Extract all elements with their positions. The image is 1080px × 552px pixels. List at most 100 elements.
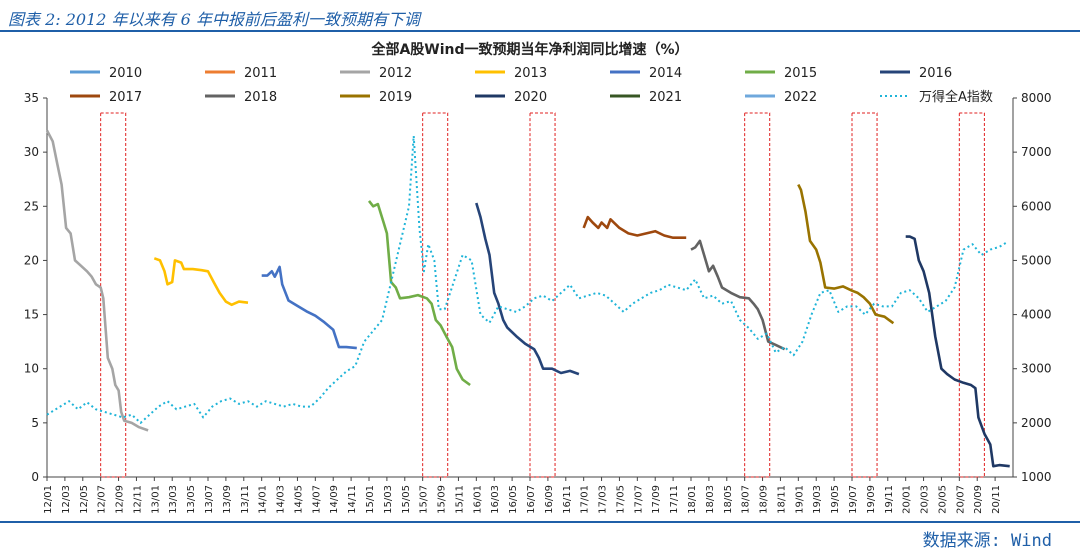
y2-tick-label: 5000 — [1021, 253, 1052, 267]
series-line-2013 — [153, 257, 249, 307]
legend-label: 2017 — [109, 90, 142, 105]
x-tick-label: 18/09 — [759, 485, 770, 514]
x-tick-label: 20/07 — [955, 485, 966, 514]
figure-caption: 图表 2: 2012 年以来有 6 年中报前后盈利一致预期有下调 — [8, 10, 420, 29]
x-tick-label: 13/07 — [204, 485, 215, 514]
x-tick-label: 18/03 — [705, 485, 716, 514]
x-tick-label: 15/05 — [401, 485, 412, 514]
x-tick-label: 12/01 — [43, 485, 54, 514]
y-tick-label: 0 — [31, 470, 39, 484]
x-tick-label: 16/05 — [508, 485, 519, 514]
x-tick-label: 20/11 — [991, 485, 1002, 514]
x-tick-label: 14/01 — [258, 485, 269, 514]
highlight-period-box — [744, 112, 771, 478]
legend-label: 2014 — [649, 66, 682, 81]
highlight-period-box — [529, 112, 556, 478]
x-tick-label: 20/09 — [973, 485, 984, 514]
x-tick-label: 17/05 — [615, 485, 626, 514]
x-tick-label: 18/05 — [723, 485, 734, 514]
legend-label: 2020 — [514, 90, 547, 105]
legend-label: 2010 — [109, 66, 142, 81]
series-line-2012 — [45, 129, 149, 432]
legend-label: 2021 — [649, 90, 682, 105]
series-line-2020 — [905, 235, 1010, 468]
legend-item: 2018 — [205, 90, 277, 105]
highlight-period-box — [100, 112, 127, 478]
x-tick-label: 12/09 — [115, 485, 126, 514]
legend-item: 2011 — [205, 66, 277, 81]
x-tick-label: 12/03 — [61, 485, 72, 514]
y2-tick-label: 4000 — [1021, 308, 1052, 322]
legend-label: 2018 — [244, 90, 277, 105]
x-tick-label: 17/01 — [580, 485, 591, 514]
legend-item: 2021 — [610, 90, 682, 105]
x-tick-label: 19/07 — [848, 485, 859, 514]
legend: 2010 2011 2012 2013 2014 2015 2016 2017 2018 2019… — [70, 66, 993, 105]
legend-item: 2012 — [340, 66, 412, 81]
legend-label: 2016 — [919, 66, 952, 81]
x-tick-label: 17/09 — [651, 485, 662, 514]
x-tick-label: 15/03 — [383, 485, 394, 514]
legend-label: 2012 — [379, 66, 412, 81]
legend-item: 2015 — [745, 66, 817, 81]
x-tick-label: 14/11 — [347, 485, 358, 514]
x-tick-label: 12/07 — [97, 485, 108, 514]
x-tick-label: 20/01 — [902, 485, 913, 514]
x-tick-label: 19/09 — [866, 485, 877, 514]
x-tick-label: 18/01 — [687, 485, 698, 514]
x-tick-label: 16/11 — [562, 485, 573, 514]
source-note: 数据来源: Wind — [922, 531, 1052, 551]
x-tick-label: 12/05 — [79, 485, 90, 514]
x-tick-label: 19/05 — [830, 485, 841, 514]
legend-label: 2013 — [514, 66, 547, 81]
series-line-2014 — [261, 265, 357, 350]
legend-label: 2019 — [379, 90, 412, 105]
x-tick-label: 16/09 — [544, 485, 555, 514]
legend-item: 2022 — [745, 90, 817, 105]
y-tick-label: 15 — [24, 308, 39, 322]
y2-tick-label: 6000 — [1021, 199, 1052, 213]
legend-item: 2014 — [610, 66, 682, 81]
y2-tick-label: 1000 — [1021, 470, 1052, 484]
plot-area: 0 5 10 15 20 25 30 35 1000 2000 3000 4000 5000 6000 70… — [24, 91, 1052, 514]
earnings-forecast-chart: 全部A股Wind一致预期当年净利润同比增速（%） 0 5 10 15 20 25 30 35 10… — [24, 41, 1052, 514]
legend-label: 2011 — [244, 66, 277, 81]
legend-item: 万得全A指数 — [880, 89, 993, 105]
highlight-period-box — [851, 112, 878, 478]
x-tick-label: 13/01 — [150, 485, 161, 514]
bottom-rule — [0, 521, 1080, 523]
y2-tick-label: 8000 — [1021, 91, 1052, 105]
x-tick-label: 14/09 — [329, 485, 340, 514]
y-tick-label: 20 — [24, 253, 39, 267]
y-tick-label: 30 — [24, 145, 39, 159]
series-line-2016 — [475, 202, 580, 376]
x-tick-label: 17/11 — [669, 485, 680, 514]
legend-item: 2013 — [475, 66, 547, 81]
x-tick-label: 16/07 — [526, 485, 537, 514]
x-tick-label: 15/07 — [419, 485, 430, 514]
legend-item: 2017 — [70, 90, 142, 105]
x-tick-label: 19/11 — [884, 485, 895, 514]
x-tick-label: 14/05 — [293, 485, 304, 514]
y-tick-label: 5 — [31, 416, 39, 430]
x-tick-label: 18/07 — [741, 485, 752, 514]
legend-item: 2010 — [70, 66, 142, 81]
series-line-2018 — [690, 239, 786, 351]
x-tick-label: 20/05 — [937, 485, 948, 514]
y2-tick-label: 2000 — [1021, 416, 1052, 430]
x-tick-label: 17/07 — [633, 485, 644, 514]
y-tick-label: 10 — [24, 362, 39, 376]
legend-item: 2016 — [880, 66, 952, 81]
chart-title: 全部A股Wind一致预期当年净利润同比增速（%） — [370, 41, 688, 58]
series-line-2019 — [797, 184, 895, 325]
legend-label: 2022 — [784, 90, 817, 105]
top-rule — [0, 30, 1080, 32]
y2-tick-label: 7000 — [1021, 145, 1052, 159]
x-tick-label: 17/03 — [598, 485, 609, 514]
y-tick-label: 25 — [24, 199, 39, 213]
legend-item: 2020 — [475, 90, 547, 105]
x-tick-label: 14/07 — [311, 485, 322, 514]
x-tick-label: 13/03 — [168, 485, 179, 514]
series-line-万得全A指数 — [46, 134, 1009, 424]
highlight-period-box — [422, 112, 449, 478]
